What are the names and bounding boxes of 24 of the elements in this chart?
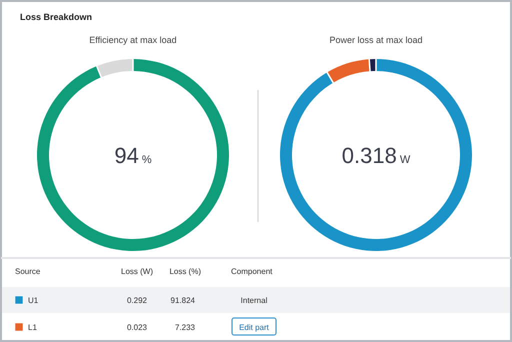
chart-title: Efficiency at max load: [89, 35, 177, 45]
text: %: [142, 154, 152, 166]
text: Edit part: [239, 323, 270, 332]
text: Component: [231, 267, 274, 276]
donut-slice: [370, 59, 376, 72]
category-label: L1: [28, 323, 37, 332]
text: 94: [114, 143, 139, 168]
text: 91.824: [170, 296, 195, 305]
text: Loss Breakdown: [20, 12, 92, 22]
text: 0.023: [126, 323, 148, 332]
donut-slice: [37, 59, 229, 251]
text: Loss (%): [169, 267, 202, 276]
chart-title: Power loss at max load: [329, 35, 423, 45]
text: 0.318: [342, 143, 397, 168]
text: 0.292: [126, 296, 148, 305]
donut-slice: [97, 59, 132, 77]
text: Source: [15, 267, 41, 276]
text: Internal: [240, 296, 268, 305]
category-label: U1: [28, 296, 38, 305]
text: W: [400, 154, 411, 166]
text: 7.233: [174, 323, 195, 332]
donut-slice: [280, 59, 472, 251]
donut-slice: [328, 59, 370, 82]
text: Loss (W): [121, 267, 154, 276]
